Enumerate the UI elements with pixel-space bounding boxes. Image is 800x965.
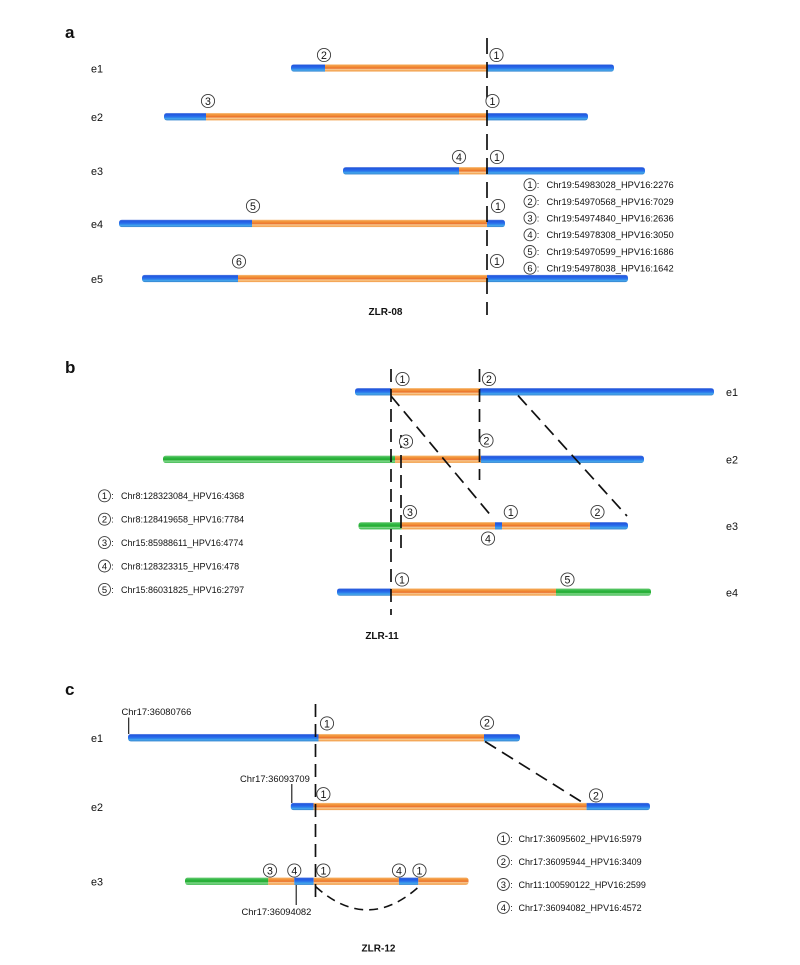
svg-text:e4: e4 <box>91 219 103 231</box>
svg-text:4: 4 <box>456 152 462 164</box>
svg-text:4: 4 <box>396 865 402 877</box>
svg-text:c: c <box>65 680 74 699</box>
svg-text:3: 3 <box>501 879 506 890</box>
svg-text:a: a <box>65 23 75 42</box>
svg-text::: : <box>537 214 540 224</box>
svg-text:1: 1 <box>399 574 405 586</box>
svg-text:2: 2 <box>102 514 107 525</box>
svg-text:6: 6 <box>236 256 242 268</box>
svg-text:ZLR-12: ZLR-12 <box>362 944 396 955</box>
svg-text:2: 2 <box>321 50 327 62</box>
svg-text:2: 2 <box>484 718 490 730</box>
svg-text:Chr19:54978308_HPV16:3050: Chr19:54978308_HPV16:3050 <box>547 230 674 240</box>
svg-text:e1: e1 <box>726 387 738 399</box>
svg-text:Chr8:128323084_HPV16:4368: Chr8:128323084_HPV16:4368 <box>121 491 244 501</box>
svg-text:1: 1 <box>417 865 423 877</box>
svg-text:1: 1 <box>320 789 326 801</box>
svg-text:3: 3 <box>102 537 107 548</box>
svg-text:ZLR-11: ZLR-11 <box>365 631 399 642</box>
svg-text::: : <box>537 197 540 207</box>
svg-text:1: 1 <box>527 179 532 190</box>
svg-text:4: 4 <box>485 533 491 545</box>
svg-text:1: 1 <box>494 152 500 164</box>
svg-text:Chr8:128419658_HPV16:7784: Chr8:128419658_HPV16:7784 <box>121 515 244 525</box>
svg-text:e2: e2 <box>91 112 103 124</box>
svg-text:1: 1 <box>400 374 406 386</box>
svg-text:Chr17:36080766: Chr17:36080766 <box>122 706 192 717</box>
svg-text:Chr17:36094082_HPV16:4572: Chr17:36094082_HPV16:4572 <box>519 903 642 913</box>
svg-text:2: 2 <box>595 507 601 519</box>
svg-text:4: 4 <box>291 865 297 877</box>
svg-text:4: 4 <box>527 229 532 240</box>
svg-text:Chr17:36094082: Chr17:36094082 <box>242 906 312 917</box>
svg-text:Chr19:54974840_HPV16:2636: Chr19:54974840_HPV16:2636 <box>547 214 674 224</box>
svg-text:1: 1 <box>324 718 330 730</box>
svg-text:e2: e2 <box>726 455 738 467</box>
svg-text:b: b <box>65 358 75 377</box>
svg-text:3: 3 <box>403 436 409 448</box>
svg-text:2: 2 <box>527 196 532 207</box>
svg-text:e3: e3 <box>726 521 738 533</box>
svg-text:e3: e3 <box>91 877 103 889</box>
svg-text:3: 3 <box>205 96 211 108</box>
svg-text:Chr17:36095944_HPV16:3409: Chr17:36095944_HPV16:3409 <box>519 857 642 867</box>
svg-text:ZLR-08: ZLR-08 <box>369 307 403 318</box>
svg-text:1: 1 <box>320 865 326 877</box>
svg-text:Chr15:85988611_HPV16:4774: Chr15:85988611_HPV16:4774 <box>121 538 243 548</box>
svg-text:1: 1 <box>508 507 514 519</box>
svg-text::: : <box>111 491 114 501</box>
svg-text:3: 3 <box>407 507 413 519</box>
svg-text::: : <box>537 180 540 190</box>
svg-text:1: 1 <box>490 96 496 108</box>
svg-text:Chr19:54970568_HPV16:7029: Chr19:54970568_HPV16:7029 <box>547 197 674 207</box>
svg-text::: : <box>537 230 540 240</box>
svg-text:e5: e5 <box>91 274 103 286</box>
svg-text:3: 3 <box>267 865 273 877</box>
svg-text:Chr19:54970599_HPV16:1686: Chr19:54970599_HPV16:1686 <box>547 247 674 257</box>
svg-text::: : <box>111 561 114 571</box>
svg-text:2: 2 <box>484 435 490 447</box>
svg-text:Chr19:54978038_HPV16:1642: Chr19:54978038_HPV16:1642 <box>547 264 674 274</box>
svg-text:1: 1 <box>494 50 500 62</box>
svg-text::: : <box>537 247 540 257</box>
svg-text::: : <box>510 834 513 844</box>
svg-text:Chr11:100590122_HPV16:2599: Chr11:100590122_HPV16:2599 <box>519 880 646 890</box>
svg-text:5: 5 <box>565 574 571 586</box>
svg-text::: : <box>111 585 114 595</box>
svg-text:Chr17:36093709: Chr17:36093709 <box>240 773 310 784</box>
svg-text::: : <box>111 538 114 548</box>
svg-text::: : <box>510 857 513 867</box>
svg-text:1: 1 <box>495 201 501 213</box>
svg-text::: : <box>537 264 540 274</box>
svg-text:e1: e1 <box>91 63 103 75</box>
svg-text:5: 5 <box>527 246 532 257</box>
svg-text::: : <box>510 903 513 913</box>
svg-text:Chr15:86031825_HPV16:2797: Chr15:86031825_HPV16:2797 <box>121 585 244 595</box>
svg-text:e3: e3 <box>91 166 103 178</box>
svg-text:Chr17:36095602_HPV16:5979: Chr17:36095602_HPV16:5979 <box>519 834 642 844</box>
svg-text::: : <box>111 515 114 525</box>
svg-text:2: 2 <box>486 374 492 386</box>
svg-text:2: 2 <box>593 790 599 802</box>
svg-text:3: 3 <box>527 213 532 224</box>
svg-text:4: 4 <box>501 902 506 913</box>
svg-text:5: 5 <box>250 201 256 213</box>
svg-text::: : <box>510 880 513 890</box>
svg-text:2: 2 <box>501 856 506 867</box>
svg-text:e4: e4 <box>726 588 738 600</box>
svg-text:1: 1 <box>501 833 506 844</box>
svg-text:1: 1 <box>102 490 107 501</box>
svg-text:e2: e2 <box>91 802 103 814</box>
svg-text:4: 4 <box>102 560 107 571</box>
svg-text:Chr19:54983028_HPV16:2276: Chr19:54983028_HPV16:2276 <box>547 180 674 190</box>
svg-text:Chr8:128323315_HPV16:478: Chr8:128323315_HPV16:478 <box>121 561 239 571</box>
svg-text:5: 5 <box>102 584 107 595</box>
svg-text:1: 1 <box>494 256 500 268</box>
svg-text:6: 6 <box>527 263 532 274</box>
svg-text:e1: e1 <box>91 733 103 745</box>
